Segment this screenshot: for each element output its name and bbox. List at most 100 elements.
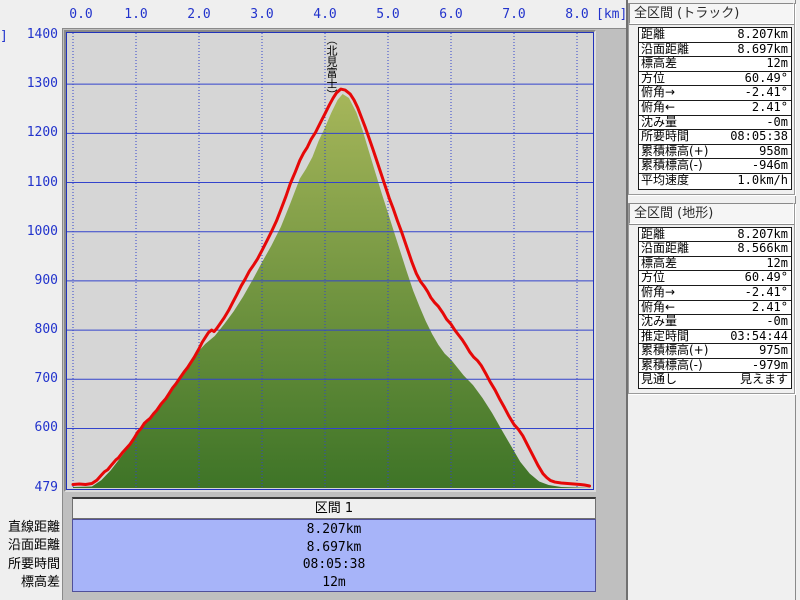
summary-row-value: 1.0km/h <box>737 172 788 187</box>
summary-group-track: 全区間 (トラック) 距離 8.207km 沿面距離 8.697km 標高差 12m 方位 6… <box>628 3 795 195</box>
section-value: 08:05:38 <box>302 557 366 573</box>
panel-splitter[interactable] <box>626 0 628 600</box>
y-tick-label: 800 <box>34 322 58 338</box>
summary-row-value: 958m <box>759 143 788 158</box>
section-row-labels: 直線距離沿面距離所要時間標高差 <box>0 519 60 593</box>
summary-row-value: -2.41° <box>744 85 788 100</box>
y-tick-label: 1300 <box>26 76 58 92</box>
y-tick-label: 479 <box>34 479 58 495</box>
x-tick-label: 5.0 <box>376 7 400 22</box>
summary-row-value: -0m <box>766 114 788 129</box>
summary-row: 推定時間 03:54:44 <box>639 328 791 345</box>
summary-row: 沈み量 -0m <box>639 114 791 131</box>
summary-row-label: 沈み量 <box>641 114 678 129</box>
summary-row: 平均速度 1.0km/h <box>639 172 791 189</box>
summary-row: 標高差 12m <box>639 57 791 72</box>
x-tick-label: 0.0 <box>69 7 93 22</box>
peak-annotation: （北見富士） <box>325 34 338 100</box>
summary-row-label: 俯角← <box>641 99 676 114</box>
summary-group-track-title: 全区間 (トラック) <box>629 3 794 24</box>
x-tick-label: 3.0 <box>250 7 274 22</box>
summary-row: 俯角← 2.41° <box>639 299 791 316</box>
section-row-label: 所要時間 <box>7 556 60 572</box>
elevation-profile-svg <box>67 33 593 489</box>
summary-row-label: 累積標高(+) <box>641 343 709 358</box>
summary-row-value: 08:05:38 <box>730 129 788 144</box>
plot-frame: （北見富士） <box>64 30 596 492</box>
summary-row-label: 標高差 <box>641 56 678 71</box>
elevation-plot[interactable]: （北見富士） <box>66 32 594 490</box>
summary-row-value: 8.207km <box>737 226 788 241</box>
summary-row-value: -0m <box>766 314 788 329</box>
summary-row-label: 距離 <box>641 226 666 241</box>
summary-row-value: 60.49° <box>744 70 788 85</box>
summary-row-value: 60.49° <box>744 270 788 285</box>
summary-row: 沈み量 -0m <box>639 314 791 330</box>
x-tick-label: 1.0 <box>124 7 148 22</box>
section-value: 8.207km <box>306 522 362 537</box>
y-tick-label: 1200 <box>26 125 58 141</box>
summary-row-label: 見通し <box>641 372 678 387</box>
summary-row-label: 累積標高(+) <box>641 143 709 158</box>
summary-row: 見通し 見えます <box>639 373 791 388</box>
summary-row: 距離 8.207km <box>639 27 791 43</box>
summary-row-label: 俯角→ <box>641 85 676 100</box>
summary-group-terrain-title: 全区間 (地形) <box>629 202 794 224</box>
summary-row: 累積標高(-) -946m <box>639 159 791 174</box>
y-tick-label: 1000 <box>26 223 58 239</box>
summary-row: 方位 60.49° <box>639 271 791 286</box>
y-tick-label: 700 <box>34 371 58 387</box>
x-tick-label: 8.0 <box>565 7 589 22</box>
y-tick-label: 600 <box>34 420 58 436</box>
summary-row: 俯角→ -2.41° <box>639 285 791 301</box>
summary-row: 累積標高(+) 958m <box>639 143 791 160</box>
y-tick-label: 1400 <box>26 27 58 42</box>
summary-panel: 全区間 (トラック) 距離 8.207km 沿面距離 8.697km 標高差 12m 方位 6… <box>628 0 796 600</box>
summary-row-value: -979m <box>751 357 788 372</box>
x-tick-label: 4.0 <box>313 7 337 22</box>
section-row-label: 標高差 <box>20 575 60 591</box>
terrain-area <box>73 94 593 488</box>
summary-row: 所要時間 08:05:38 <box>639 130 791 145</box>
gps-track-line <box>71 87 592 488</box>
summary-row-value: 03:54:44 <box>730 328 788 343</box>
x-axis-unit-label: [km] <box>596 7 628 22</box>
summary-row-label: 方位 <box>641 270 666 285</box>
summary-row: 沿面距離 8.697km <box>639 41 791 58</box>
summary-row-label: 距離 <box>641 27 666 41</box>
summary-row-label: 沿面距離 <box>641 41 690 56</box>
summary-row: 累積標高(-) -979m <box>639 357 791 374</box>
summary-row: 沿面距離 8.566km <box>639 242 791 257</box>
summary-row: 方位 60.49° <box>639 70 791 87</box>
summary-group-terrain: 全区間 (地形) 距離 8.207km 沿面距離 8.566km 標高差 12m 方位 60.… <box>628 202 795 395</box>
summary-row: 累積標高(+) 975m <box>639 344 791 359</box>
x-tick-label: 2.0 <box>187 7 211 22</box>
summary-track-table: 距離 8.207km 沿面距離 8.697km 標高差 12m 方位 60.49° 俯角→ -2.… <box>638 27 792 190</box>
summary-row-value: 8.697km <box>737 41 788 56</box>
section-value: 12m <box>322 574 346 590</box>
summary-row-value: 見えます <box>739 372 788 387</box>
section-row-label: 沿面距離 <box>7 538 60 554</box>
summary-row-label: 標高差 <box>641 255 678 270</box>
summary-row-label: 方位 <box>641 70 666 85</box>
summary-row-value: 8.566km <box>737 241 788 256</box>
section-row-label: 直線距離 <box>7 520 60 535</box>
x-tick-label: 7.0 <box>502 7 526 22</box>
summary-row: 標高差 12m <box>639 255 791 272</box>
summary-row-value: 975m <box>759 343 788 358</box>
summary-row-label: 沿面距離 <box>641 241 690 256</box>
summary-row-value: -946m <box>751 158 788 173</box>
summary-row: 俯角→ -2.41° <box>639 86 791 101</box>
summary-row-label: 累積標高(-) <box>641 357 703 372</box>
summary-row-value: 2.41° <box>751 299 788 314</box>
summary-row-label: 推定時間 <box>641 328 690 343</box>
summary-row-value: 12m <box>766 56 788 71</box>
summary-row-label: 俯角← <box>641 299 676 314</box>
x-tick-label: 6.0 <box>439 7 463 22</box>
summary-row-value: 8.207km <box>737 27 788 41</box>
summary-row-label: 所要時間 <box>641 129 690 144</box>
summary-row: 距離 8.207km <box>639 226 791 243</box>
summary-terrain-table: 距離 8.207km 沿面距離 8.566km 標高差 12m 方位 60.49° 俯角→ -2.… <box>638 226 792 390</box>
summary-row-label: 平均速度 <box>641 172 690 187</box>
